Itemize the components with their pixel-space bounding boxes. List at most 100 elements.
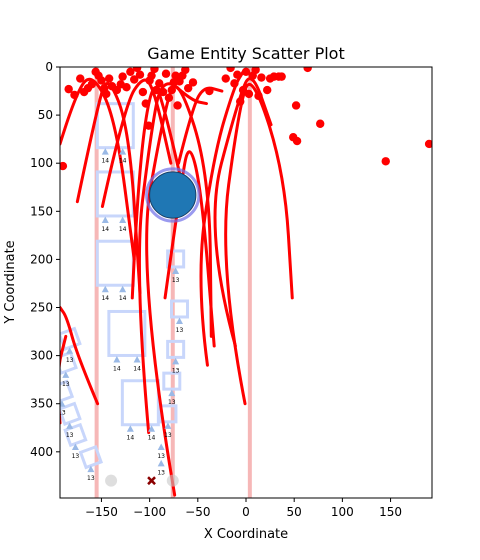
x-tick-label: 100 bbox=[331, 505, 354, 519]
y-tick-label: 300 bbox=[30, 349, 53, 363]
triangle-marker-14 bbox=[126, 425, 134, 432]
y-tick-label: 250 bbox=[30, 301, 53, 315]
triangle-marker-13-label: 13 bbox=[168, 399, 176, 406]
red-point bbox=[64, 84, 73, 94]
glyph-box-small bbox=[158, 404, 178, 424]
red-point bbox=[158, 87, 168, 97]
red-point bbox=[254, 91, 263, 101]
triangle-marker-14 bbox=[119, 148, 127, 155]
triangle-marker-13 bbox=[66, 347, 74, 354]
triangle-marker-13-label: 13 bbox=[72, 453, 80, 460]
grey-dot bbox=[166, 474, 179, 487]
triangle-marker-14-label: 14 bbox=[119, 158, 127, 165]
glyph-box-small bbox=[166, 249, 186, 269]
triangle-marker-14 bbox=[133, 355, 141, 363]
blue-circle-ring bbox=[145, 167, 201, 223]
red-arc bbox=[60, 334, 68, 425]
triangle-marker-13 bbox=[66, 422, 74, 429]
triangle-marker-14-label: 14 bbox=[148, 435, 156, 442]
y-tick-label: 100 bbox=[30, 156, 53, 170]
triangle-marker-14-label: 14 bbox=[101, 158, 109, 165]
y-axis-ticks: 0 50 100 150 200 250 300 350 400 bbox=[30, 60, 60, 459]
red-point bbox=[155, 79, 164, 88]
glyph-box-small bbox=[60, 401, 82, 427]
y-tick-label: 400 bbox=[30, 445, 53, 459]
triangle-marker-14 bbox=[148, 425, 156, 432]
red-point bbox=[104, 74, 114, 83]
y-tick-label: 0 bbox=[45, 60, 53, 74]
triangle-marker-13 bbox=[176, 317, 184, 324]
red-arc bbox=[75, 82, 142, 295]
triangle-marker-13-label: 13 bbox=[66, 432, 74, 439]
red-point bbox=[381, 157, 390, 166]
red-arc bbox=[224, 82, 294, 406]
triangle-marker-13 bbox=[60, 400, 66, 407]
triangle-marker-13-label: 13 bbox=[176, 327, 184, 334]
triangle-marker-13-label: 13 bbox=[157, 469, 165, 476]
triangle-marker-14-label: 14 bbox=[119, 295, 127, 302]
glyph-box bbox=[120, 379, 160, 427]
red-point bbox=[316, 119, 325, 128]
red-point bbox=[130, 75, 139, 84]
red-point bbox=[257, 73, 266, 82]
triangle-marker-14 bbox=[101, 148, 109, 155]
red-point bbox=[251, 67, 260, 75]
triangle-marker-13-label: 13 bbox=[157, 453, 165, 460]
red-point bbox=[173, 101, 182, 110]
red-point bbox=[76, 74, 85, 83]
red-point bbox=[221, 74, 230, 83]
triangle-marker-13-label: 13 bbox=[87, 475, 95, 482]
red-point bbox=[164, 93, 174, 102]
red-point bbox=[244, 89, 254, 99]
triangle-marker-14 bbox=[119, 285, 127, 293]
glyph-box-small bbox=[60, 379, 75, 404]
triangle-marker-13 bbox=[71, 443, 79, 451]
glyph-box-small bbox=[166, 339, 186, 359]
red-point bbox=[161, 69, 171, 78]
triangle-marker-13 bbox=[172, 357, 180, 365]
red-point bbox=[241, 67, 251, 77]
red-point bbox=[263, 85, 272, 95]
y-tick-label: 350 bbox=[30, 397, 53, 411]
triangle-marker-13 bbox=[172, 267, 180, 274]
glyph-box-small bbox=[63, 422, 88, 448]
red-point bbox=[424, 139, 432, 149]
glyph-box-small bbox=[170, 299, 190, 319]
triangle-marker-14 bbox=[101, 216, 109, 223]
triangle-marker-14-label: 14 bbox=[101, 295, 109, 302]
red-arc bbox=[60, 306, 100, 406]
triangle-marker-13 bbox=[164, 422, 172, 429]
grey-dot bbox=[105, 474, 118, 487]
glyph-box-small bbox=[60, 326, 82, 351]
red-point bbox=[126, 67, 135, 77]
y-tick-label: 50 bbox=[38, 108, 53, 122]
triangle-marker-14-label: 14 bbox=[127, 435, 135, 442]
x-axis-label: X Coordinate bbox=[204, 527, 288, 542]
red-point bbox=[181, 67, 190, 75]
triangle-marker-13-label: 13 bbox=[62, 381, 70, 388]
plot-area: 14 14 14 14 14 14 14 14 14 14 13 13 13 13 13 13 13 13 13 13… bbox=[60, 67, 432, 498]
triangle-marker-14 bbox=[101, 285, 109, 293]
red-point bbox=[291, 101, 301, 110]
glyph-box-small bbox=[78, 444, 104, 470]
triangle-marker-14 bbox=[113, 355, 121, 363]
red-point bbox=[118, 72, 127, 81]
red-arc bbox=[145, 84, 213, 497]
triangle-marker-13 bbox=[157, 443, 165, 451]
red-point bbox=[167, 85, 176, 95]
x-tick-label: −150 bbox=[85, 505, 118, 519]
x-marker bbox=[147, 476, 156, 486]
x-tick-label: −50 bbox=[185, 505, 210, 519]
y-axis-label: Y Coordinate bbox=[3, 240, 18, 324]
y-tick-label: 150 bbox=[30, 204, 53, 218]
x-tick-label: −100 bbox=[133, 505, 166, 519]
red-point bbox=[60, 161, 68, 171]
red-point bbox=[183, 83, 193, 93]
triangle-marker-14-label: 14 bbox=[101, 226, 109, 233]
x-tick-label: 150 bbox=[379, 505, 402, 519]
triangle-marker-14-label: 14 bbox=[119, 226, 127, 233]
chart-title: Game Entity Scatter Plot bbox=[147, 44, 344, 63]
triangle-marker-13-label: 13 bbox=[164, 432, 172, 439]
